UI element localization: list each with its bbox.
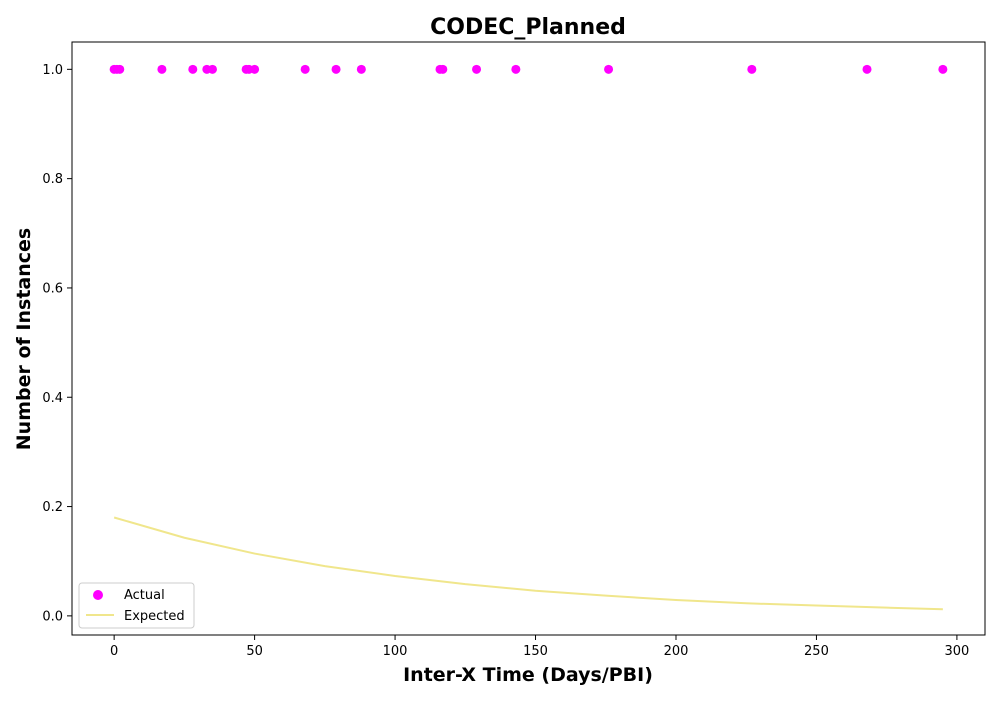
- x-axis-label: Inter-X Time (Days/PBI): [403, 664, 653, 686]
- y-tick-label: 0.0: [42, 609, 63, 624]
- y-axis-label: Number of Instances: [13, 228, 35, 450]
- actual-data-point: [188, 64, 198, 74]
- x-tick-label: 250: [804, 644, 829, 659]
- legend-actual-label: Actual: [124, 588, 165, 603]
- x-tick-label: 200: [664, 644, 689, 659]
- y-tick-label: 0.6: [42, 281, 63, 296]
- chart-title: CODEC_Planned: [430, 15, 626, 40]
- x-tick-label: 150: [523, 644, 548, 659]
- actual-data-point: [438, 64, 448, 74]
- expected-series-line: [113, 516, 943, 611]
- actual-data-point: [331, 64, 341, 74]
- actual-data-point: [747, 64, 757, 74]
- actual-data-point: [207, 64, 217, 74]
- plot-frame: [71, 41, 986, 636]
- legend-expected-label: Expected: [124, 609, 185, 624]
- y-tick-label: 0.8: [42, 172, 63, 187]
- y-axis-ticks: 0.0 0.2 0.4 0.6 0.8 1.0: [42, 63, 72, 624]
- actual-data-point: [511, 64, 521, 74]
- legend: Actual Expected: [78, 582, 195, 629]
- plot-series: [109, 64, 948, 611]
- legend-actual-marker: [93, 590, 103, 600]
- x-tick-label: 0: [110, 644, 118, 659]
- y-tick-label: 0.4: [42, 391, 63, 406]
- actual-data-point: [938, 64, 948, 74]
- actual-data-point: [862, 64, 872, 74]
- actual-data-point: [250, 64, 260, 74]
- actual-data-point: [300, 64, 310, 74]
- actual-data-point: [604, 64, 614, 74]
- y-tick-label: 0.2: [42, 500, 63, 515]
- actual-data-point: [157, 64, 167, 74]
- x-tick-label: 100: [383, 644, 408, 659]
- actual-data-point: [356, 64, 366, 74]
- legend-box: [78, 582, 195, 629]
- x-tick-label: 50: [246, 644, 263, 659]
- y-tick-label: 1.0: [42, 63, 63, 78]
- x-axis-ticks: 0 50 100 150 200 250 300: [110, 635, 969, 659]
- x-tick-label: 300: [944, 644, 969, 659]
- actual-data-point: [115, 64, 125, 74]
- actual-data-point: [472, 64, 482, 74]
